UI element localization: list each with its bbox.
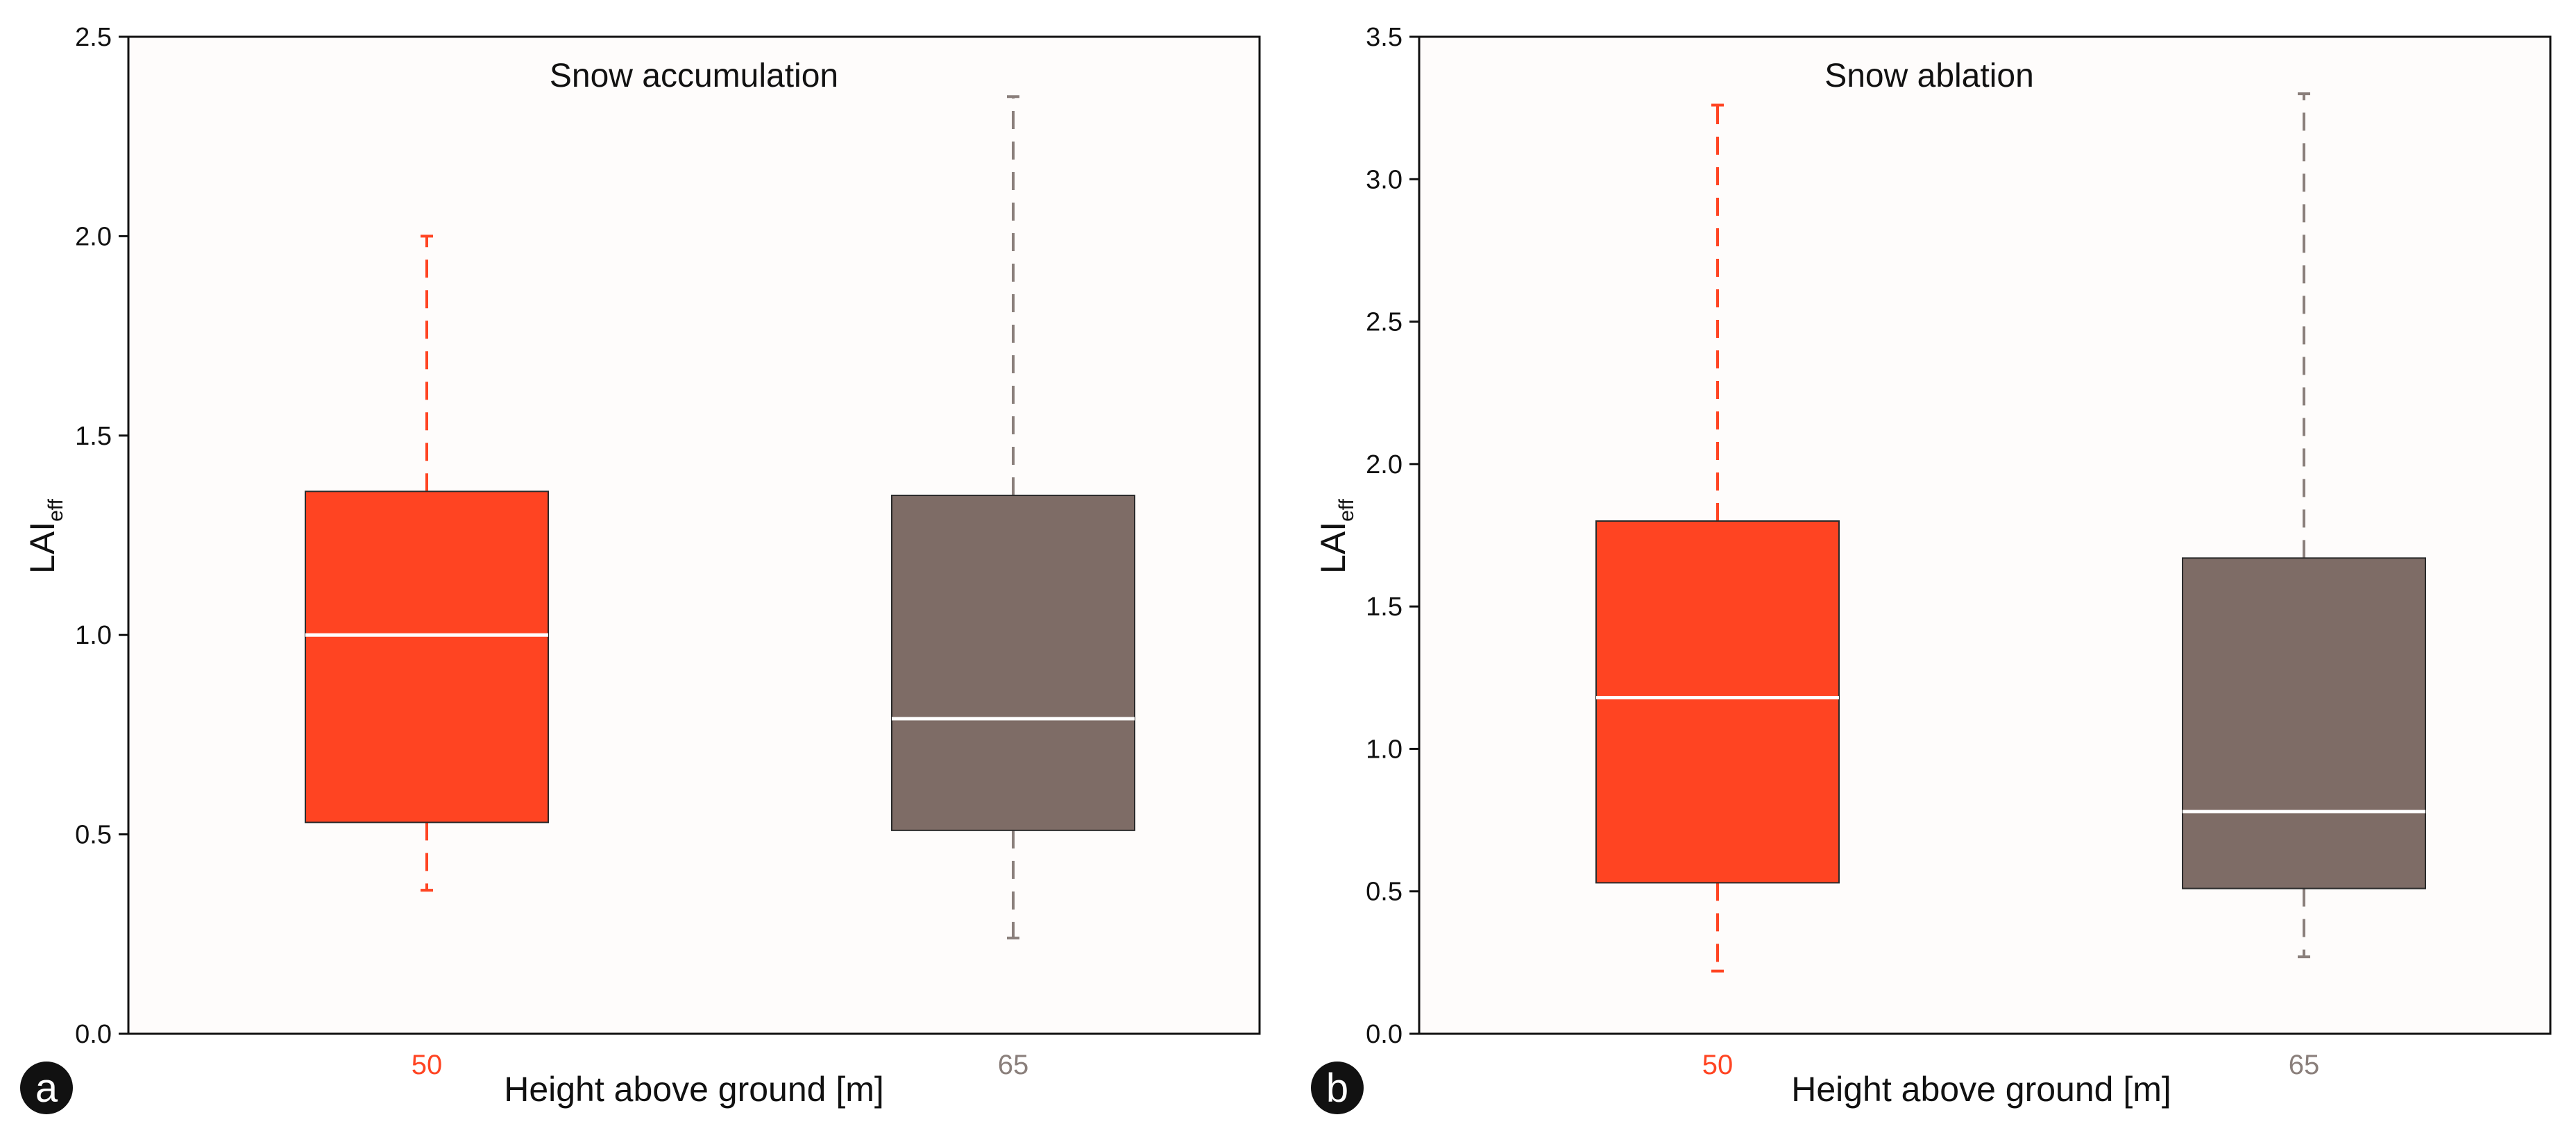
panel-badge-a	[20, 1062, 73, 1114]
box-65	[2182, 92, 2426, 959]
panel-b: 0.0 0.5 1.0 1.5 2.0 2.5 3.0 3.5 Snow ablation L…	[1311, 23, 2552, 1114]
y-axis-label-main-b: LAI	[1314, 522, 1353, 574]
x-category-label: 50	[412, 1050, 443, 1080]
panel-letter-a: a	[35, 1066, 58, 1111]
iqr-box	[2182, 557, 2426, 889]
y-axis-title-b: LAIeff	[1314, 498, 1358, 574]
y-tick-label: 0.0	[1366, 1020, 1403, 1049]
x-axis-title-a: Height above ground [m]	[504, 1070, 884, 1109]
y-ticks-a: 0.0 0.5 1.0 1.5 2.0 2.5	[75, 23, 128, 1049]
y-tick-label: 2.0	[1366, 450, 1403, 479]
boxes-b: 50 65	[1595, 92, 2426, 1080]
box-65	[891, 95, 1135, 940]
x-category-label: 50	[1702, 1050, 1734, 1080]
y-tick-label: 2.5	[75, 23, 112, 52]
y-tick-label: 1.0	[1366, 735, 1403, 764]
box-50	[305, 235, 549, 892]
boxes-a: 50 65	[305, 95, 1135, 1080]
x-category-label: 65	[998, 1050, 1029, 1080]
y-tick-label: 0.5	[1366, 878, 1403, 907]
chart-title-a: Snow accumulation	[550, 58, 838, 94]
iqr-box	[1595, 520, 1840, 884]
y-tick-label: 3.5	[1366, 23, 1403, 52]
panel-badge-b	[1311, 1062, 1364, 1114]
y-axis-label-sub-b: eff	[1335, 498, 1358, 521]
y-tick-label: 1.5	[75, 422, 112, 451]
box-50	[1595, 103, 1840, 973]
panel-label-a: a	[20, 1062, 73, 1114]
y-tick-label: 0.0	[75, 1020, 112, 1049]
panel-label-b: b	[1311, 1062, 1364, 1114]
y-tick-label: 1.0	[75, 621, 112, 650]
panel-letter-b: b	[1326, 1066, 1348, 1111]
y-tick-label: 2.5	[1366, 308, 1403, 337]
y-axis-label-main-a: LAI	[23, 522, 62, 574]
chart-title-b: Snow ablation	[1824, 58, 2034, 94]
x-category-label: 65	[2289, 1050, 2320, 1080]
y-tick-label: 1.5	[1366, 593, 1403, 622]
panel-a: 0.0 0.5 1.0 1.5 2.0 2.5 Snow accumulation LAI…	[20, 23, 1261, 1114]
y-tick-label: 2.0	[75, 222, 112, 251]
y-tick-label: 0.5	[75, 821, 112, 850]
y-tick-label: 3.0	[1366, 165, 1403, 194]
iqr-box	[891, 495, 1135, 831]
y-ticks-b: 0.0 0.5 1.0 1.5 2.0 2.5 3.0 3.5	[1366, 23, 1419, 1049]
iqr-box	[305, 491, 549, 824]
y-axis-label-sub-a: eff	[44, 498, 67, 521]
y-axis-title-a: LAIeff	[23, 498, 67, 574]
x-axis-title-b: Height above ground [m]	[1791, 1070, 2171, 1109]
